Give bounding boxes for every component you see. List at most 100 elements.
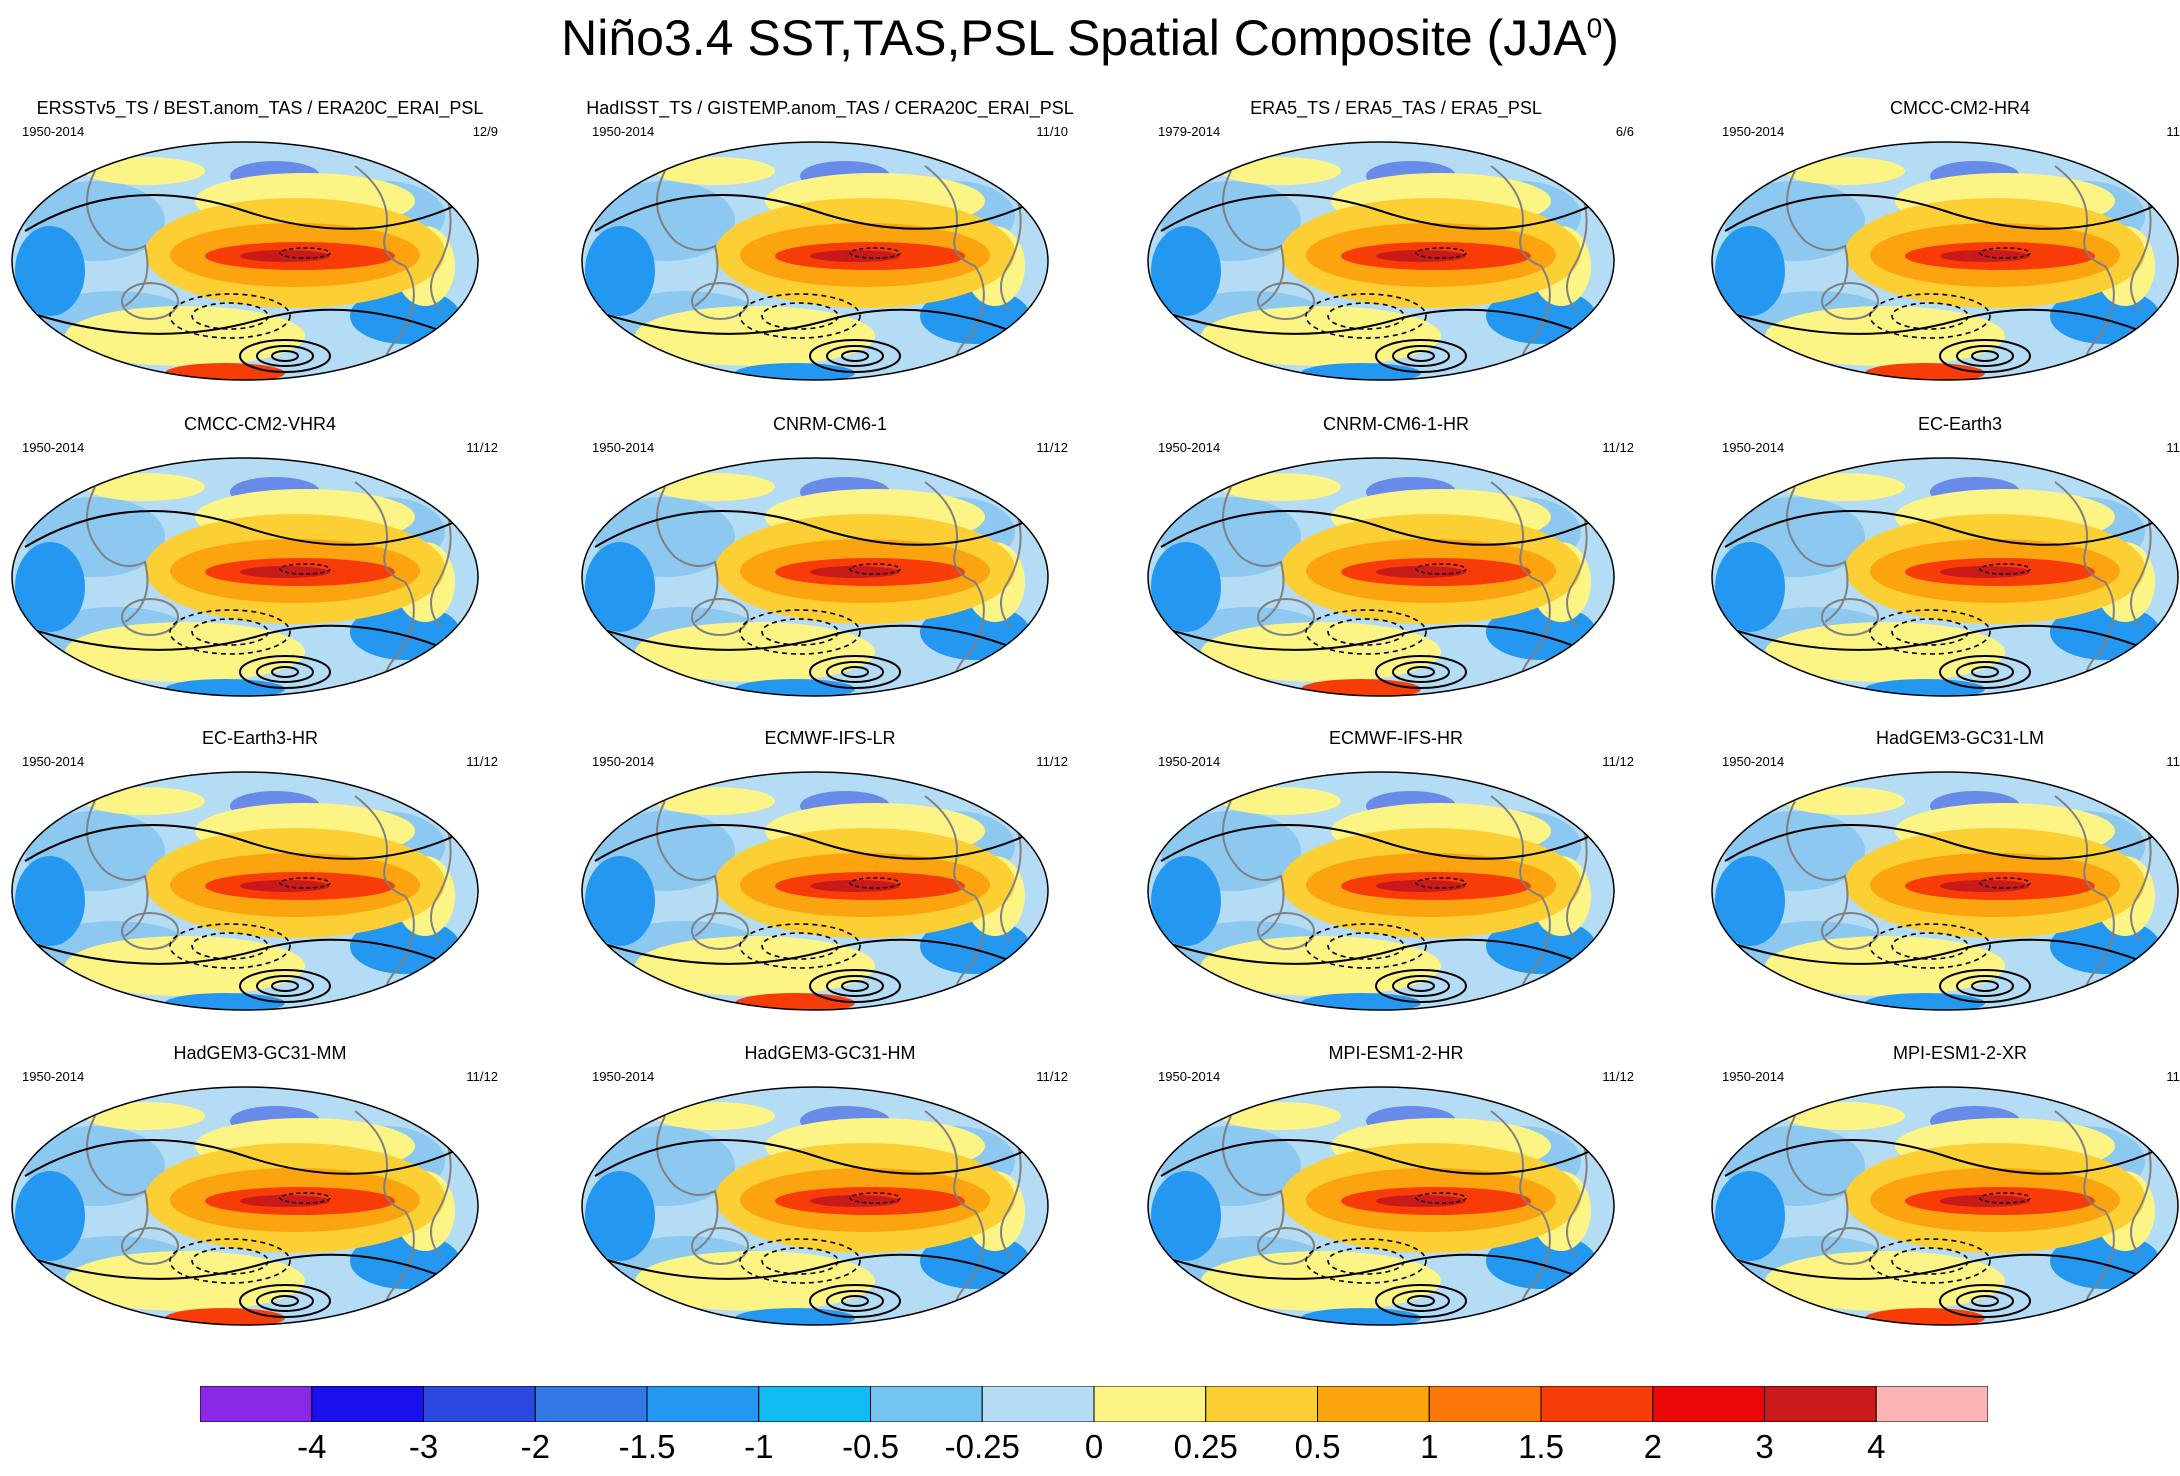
panel-count: 11/12	[466, 440, 498, 455]
coastline-americas	[1490, 481, 1551, 693]
warm-anomaly-region	[85, 1102, 205, 1130]
map-border	[11, 457, 479, 697]
coastline-asia-australia	[1786, 170, 1849, 307]
map-border	[1711, 141, 2179, 381]
psl-contour-positive	[1392, 345, 1450, 367]
panel-years: 1950-2014	[1722, 440, 1785, 455]
coastline-africa	[2130, 506, 2152, 628]
coastline-africa	[1566, 1135, 1588, 1257]
psl-contour-positive	[1724, 824, 2166, 862]
map-panel: EC-Earth3-HR 1950-2014 11/12	[10, 728, 510, 1043]
coastline-australia	[1821, 1227, 1879, 1265]
panel-years: 1950-2014	[592, 754, 655, 769]
colorbar-tick-label: -0.5	[842, 1428, 899, 1465]
colorbar-box	[981, 1386, 1095, 1422]
map-plot	[1147, 771, 1615, 1011]
cold-anomaly-region	[1715, 1171, 1785, 1261]
psl-contour-negative	[1891, 1247, 1969, 1275]
coastline-asia-australia	[1786, 1115, 1849, 1252]
coastline-africa	[1000, 1135, 1022, 1257]
psl-contour-positive	[1724, 938, 2166, 972]
coastline-africa	[2130, 820, 2152, 942]
psl-contour-positive	[1971, 1295, 1999, 1307]
warm-anomaly-region	[1765, 936, 2005, 996]
map-border	[581, 457, 1049, 697]
map-panel: CMCC-CM2-HR4 1950-2014 11/12	[1710, 98, 2180, 413]
psl-contour-negative	[1869, 1238, 1991, 1284]
colorbar-tick-label: 3	[1755, 1428, 1774, 1465]
map-plot	[1711, 141, 2179, 381]
panel-years: 1950-2014	[1158, 754, 1221, 769]
map-border	[1147, 1086, 1615, 1326]
cold-anomaly-region	[1715, 542, 1785, 632]
coastline-asia-australia	[1222, 1115, 1285, 1252]
colorbar-box	[534, 1386, 648, 1422]
panel-title: CNRM-CM6-1	[773, 414, 887, 434]
psl-contour-positive	[271, 980, 299, 992]
coastline-australia	[121, 1227, 179, 1265]
coastline-americas	[2054, 795, 2115, 1007]
panel-count: 11/12	[2166, 440, 2180, 455]
psl-contour-negative	[849, 247, 901, 259]
coastline-australia	[691, 598, 749, 636]
psl-contour-positive	[239, 339, 331, 373]
warm-anomaly-region	[85, 787, 205, 815]
psl-contour-positive	[1392, 1290, 1450, 1312]
map-border	[11, 771, 479, 1011]
map-plot	[1711, 771, 2179, 1011]
colorbar-box	[1205, 1386, 1318, 1422]
colorbar-tick-label: 1	[1420, 1428, 1439, 1465]
psl-contour-positive	[841, 350, 869, 362]
psl-contour-positive	[239, 655, 331, 689]
coastline-africa	[430, 190, 452, 312]
coastline-africa	[430, 1135, 452, 1257]
psl-contour-positive	[594, 824, 1036, 862]
map-plot	[1711, 457, 2179, 697]
coastline-americas	[2054, 481, 2115, 693]
psl-contour-positive	[24, 308, 466, 342]
cold-anomaly-region	[585, 542, 655, 632]
coastline-australia	[1821, 912, 1879, 950]
warm-anomaly-region	[635, 1251, 875, 1311]
panel-years: 1979-2014	[1158, 124, 1221, 139]
psl-contour-negative	[739, 1238, 861, 1284]
psl-contour-negative	[191, 302, 269, 330]
psl-contour-positive	[1392, 975, 1450, 997]
figure-title-superscript: 0	[1586, 12, 1603, 44]
psl-contour-positive	[1956, 345, 2014, 367]
warm-anomaly-region	[1785, 157, 1905, 185]
map-border	[1711, 1086, 2179, 1326]
psl-contour-positive	[1956, 975, 2014, 997]
map-plot	[1147, 1086, 1615, 1326]
panel-title: CMCC-CM2-HR4	[1890, 98, 2030, 118]
coastline-australia	[1821, 598, 1879, 636]
colorbar-box	[1652, 1386, 1765, 1422]
coastline-americas	[354, 1110, 415, 1322]
warm-anomaly-region	[65, 306, 305, 366]
map-border	[1147, 141, 1615, 381]
coastline-australia	[121, 598, 179, 636]
map-plot	[1147, 141, 1615, 381]
psl-contour-negative	[1327, 932, 1405, 960]
coastline-africa	[1566, 190, 1588, 312]
coastline-asia-australia	[86, 800, 149, 937]
colorbar-tick-label: -4	[297, 1428, 327, 1465]
map-border	[11, 1086, 479, 1326]
map-border	[1147, 457, 1615, 697]
coastline-asia-australia	[86, 170, 149, 307]
psl-contour-negative	[1415, 1192, 1467, 1204]
panel-years: 1950-2014	[22, 124, 85, 139]
cold-anomaly-region	[1151, 542, 1221, 632]
warm-anomaly-region	[1765, 622, 2005, 682]
map-plot	[581, 771, 1049, 1011]
panel-title: HadGEM3-GC31-LM	[1875, 728, 2045, 748]
map-plot	[581, 457, 1049, 697]
panel-count: 11/12	[1602, 440, 1634, 455]
panel-count: 11/12	[1036, 754, 1068, 769]
panel-count: 6/6	[1615, 124, 1634, 139]
psl-contour-negative	[1415, 563, 1467, 575]
psl-contour-positive	[1375, 655, 1467, 689]
coastline-asia-australia	[656, 1115, 719, 1252]
cold-anomaly-region	[15, 1171, 85, 1261]
psl-contour-positive	[594, 194, 1036, 232]
